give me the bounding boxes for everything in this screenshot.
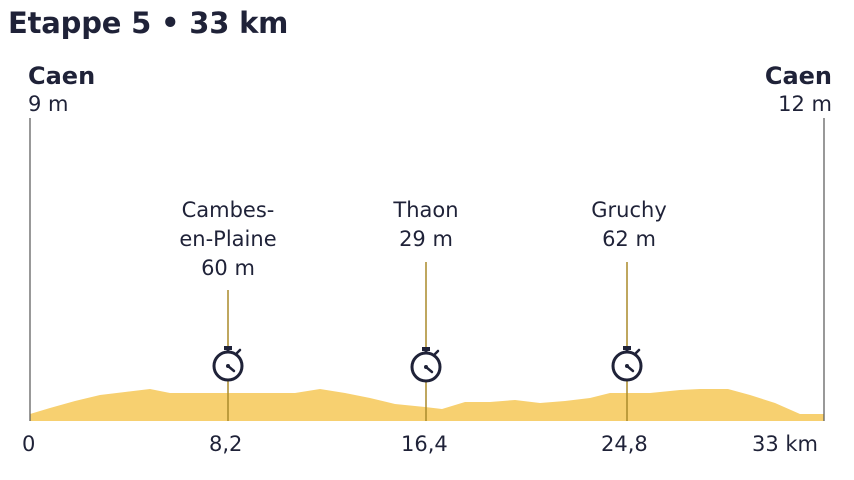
checkpoint-altitude: 29 m bbox=[399, 227, 453, 251]
checkpoint-label-gruchy: Gruchy 62 m bbox=[544, 196, 714, 254]
elevation-area bbox=[30, 389, 824, 421]
checkpoint-name: Gruchy bbox=[591, 198, 667, 222]
axis-label-16-4: 16,4 bbox=[401, 432, 448, 456]
checkpoint-marker bbox=[410, 262, 442, 421]
stopwatch-icon bbox=[611, 346, 643, 382]
axis-label-start: 0 bbox=[22, 432, 36, 456]
checkpoint-name: Cambes- bbox=[181, 198, 275, 222]
start-location: Caen 9 m bbox=[28, 62, 95, 118]
start-name: Caen bbox=[28, 62, 96, 90]
checkpoint-altitude: 62 m bbox=[602, 227, 656, 251]
finish-name: Caen bbox=[764, 62, 832, 90]
checkpoint-label-cambes: Cambes- en-Plaine 60 m bbox=[143, 196, 313, 283]
start-altitude: 9 m bbox=[28, 92, 69, 116]
checkpoint-label-thaon: Thaon 29 m bbox=[341, 196, 511, 254]
checkpoint-name: en-Plaine bbox=[179, 227, 277, 251]
checkpoint-altitude: 60 m bbox=[201, 256, 255, 280]
stopwatch-icon bbox=[212, 346, 244, 382]
checkpoint-name: Thaon bbox=[393, 198, 459, 222]
stopwatch-icon bbox=[410, 347, 442, 383]
checkpoint-marker bbox=[611, 262, 643, 421]
finish-altitude: 12 m bbox=[778, 92, 832, 116]
stage-title: Etappe 5 • 33 km bbox=[8, 6, 289, 40]
axis-label-24-8: 24,8 bbox=[601, 432, 648, 456]
axis-label-end: 33 km bbox=[752, 432, 819, 456]
checkpoint-marker bbox=[212, 290, 244, 421]
finish-location: Caen 12 m bbox=[765, 62, 832, 118]
axis-label-8-2: 8,2 bbox=[209, 432, 243, 456]
